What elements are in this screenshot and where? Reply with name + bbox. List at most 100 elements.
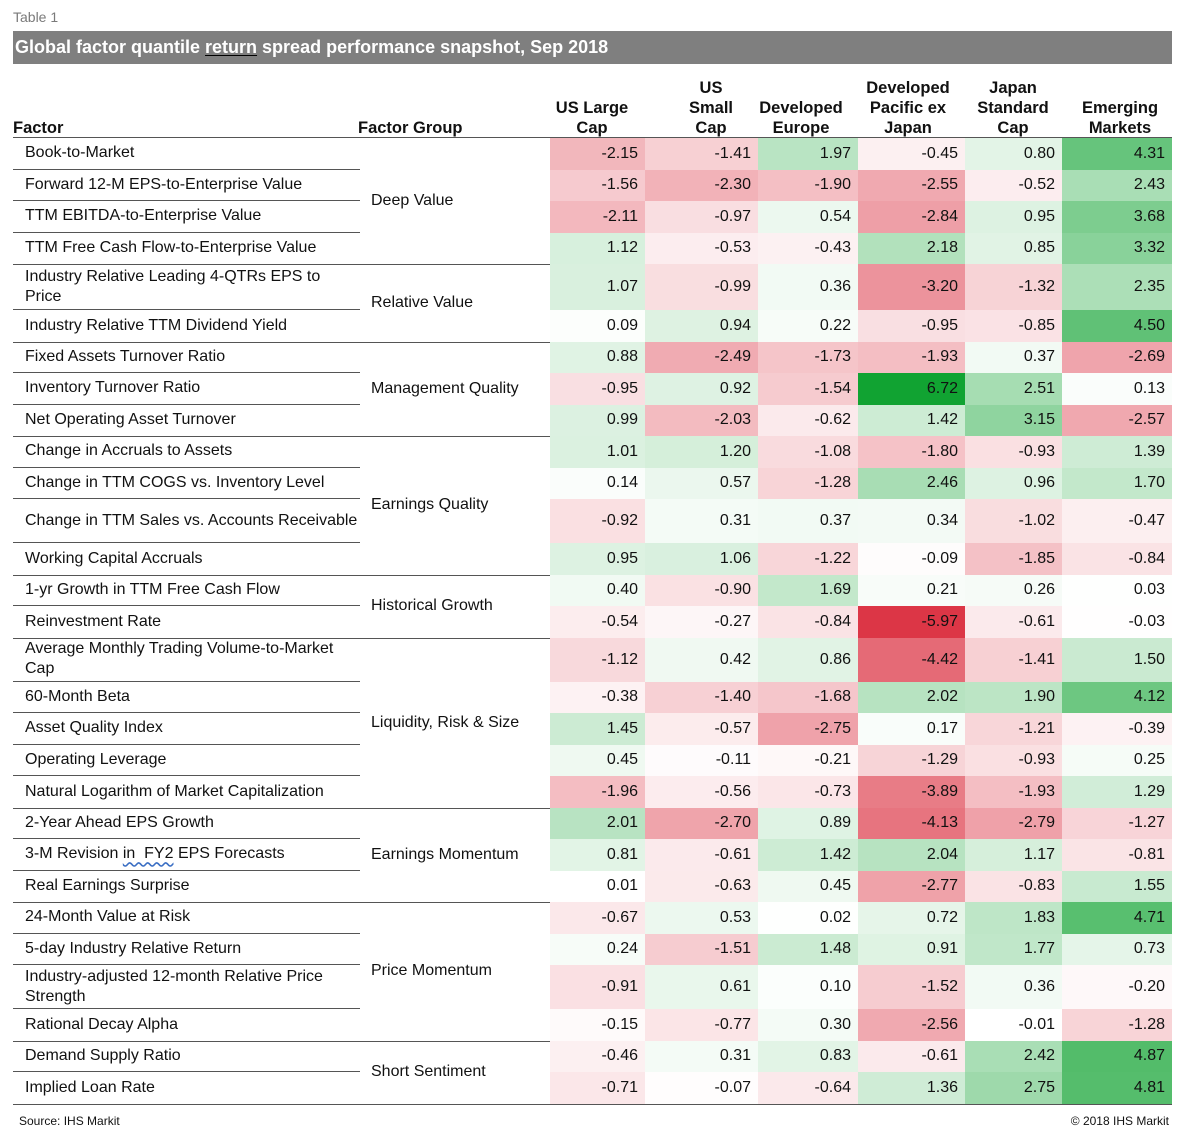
- heatmap-cell: 0.40: [550, 574, 645, 606]
- factor-name: Real Earnings Surprise: [25, 877, 190, 895]
- heatmap-cell: 0.13: [1062, 373, 1172, 405]
- column-header-line: Pacific ex: [869, 99, 947, 117]
- heatmap-cell: -2.55: [858, 169, 965, 201]
- heatmap-cell: 1.42: [758, 839, 858, 871]
- heatmap-cell: -3.20: [858, 264, 965, 310]
- factor-name: Average Monthly Trading Volume-to-Market…: [13, 638, 360, 682]
- heatmap-cell: 0.81: [550, 839, 645, 871]
- heatmap-cell: -2.69: [1062, 341, 1172, 373]
- heatmap-cell: 1.77: [965, 933, 1062, 965]
- heatmap-cell: 0.37: [758, 499, 858, 543]
- column-header-line: Cap: [695, 119, 727, 137]
- heatmap-cell: 1.01: [550, 436, 645, 468]
- heatmap-cell: 0.54: [758, 201, 858, 233]
- heatmap-cell: 4.12: [1062, 681, 1172, 713]
- heatmap-cell: 0.22: [758, 310, 858, 342]
- heatmap-cell: -1.08: [758, 436, 858, 468]
- heatmap-cell: 4.71: [1062, 902, 1172, 934]
- heatmap-cell: -1.56: [550, 169, 645, 201]
- heatmap-cell: 0.88: [550, 341, 645, 373]
- heatmap-cell: -2.30: [645, 169, 758, 201]
- heatmap-cell: 0.31: [645, 499, 758, 543]
- heatmap-cell: 0.73: [1062, 933, 1172, 965]
- factor-name: Natural Logarithm of Market Capitalizati…: [25, 782, 324, 800]
- factor-name: TTM EBITDA-to-Enterprise Value: [13, 201, 360, 233]
- heatmap-cell: -0.92: [550, 499, 645, 543]
- factor-name: Inventory Turnover Ratio: [13, 373, 360, 405]
- heatmap-cell: 2.43: [1062, 169, 1172, 201]
- heatmap-cell: 1.39: [1062, 436, 1172, 468]
- factor-name: TTM Free Cash Flow-to-Enterprise Value: [25, 239, 317, 257]
- factor-group-label: Earnings Quality: [371, 496, 489, 514]
- factor-name: Industry Relative TTM Dividend Yield: [25, 316, 288, 334]
- heatmap-cell: 0.92: [645, 373, 758, 405]
- column-header-line: Emerging: [1081, 99, 1159, 117]
- heatmap-cell: -0.73: [758, 776, 858, 808]
- heatmap-cell: -2.56: [858, 1009, 965, 1041]
- heatmap-cell: 0.85: [965, 232, 1062, 264]
- heatmap-cell: -0.62: [758, 404, 858, 436]
- heatmap-cell: -0.46: [550, 1040, 645, 1072]
- heatmap-cell: -0.61: [645, 839, 758, 871]
- heatmap-cell: -1.02: [965, 499, 1062, 543]
- column-header-line: Cap: [997, 119, 1029, 137]
- column-header-line: Japan: [884, 119, 932, 137]
- heatmap-cell: 1.69: [758, 574, 858, 606]
- heatmap-cell: -2.77: [858, 870, 965, 902]
- heatmap-cell: 0.21: [858, 574, 965, 606]
- heatmap-cell: 0.24: [550, 933, 645, 965]
- heatmap-cell: 0.83: [758, 1040, 858, 1072]
- heatmap-cell: -1.27: [1062, 807, 1172, 839]
- heatmap-cell: -2.79: [965, 807, 1062, 839]
- heatmap-cell: 1.48: [758, 933, 858, 965]
- heatmap-cell: -0.95: [858, 310, 965, 342]
- heatmap-cell: 0.91: [858, 933, 965, 965]
- heatmap-cell: 1.12: [550, 232, 645, 264]
- heatmap-cell: -0.97: [645, 201, 758, 233]
- heatmap-cell: -4.13: [858, 807, 965, 839]
- heatmap-cell: 2.01: [550, 807, 645, 839]
- factor-name: 1-yr Growth in TTM Free Cash Flow: [13, 575, 360, 606]
- heatmap-cell: 0.02: [758, 902, 858, 934]
- heatmap-cell: 0.26: [965, 574, 1062, 606]
- heatmap-cell: -0.43: [758, 232, 858, 264]
- heatmap-cell: -0.84: [758, 606, 858, 638]
- column-header-line: Small: [688, 99, 734, 117]
- heatmap-cell: 0.57: [645, 467, 758, 499]
- heatmap-cell: -2.75: [758, 713, 858, 745]
- heatmap-cell: 2.46: [858, 467, 965, 499]
- factor-name: Change in TTM Sales vs. Accounts Receiva…: [13, 499, 360, 543]
- heatmap-cell: 0.95: [550, 543, 645, 575]
- heatmap-cell: -1.54: [758, 373, 858, 405]
- heatmap-cell: 0.34: [858, 499, 965, 543]
- heatmap-cell: -0.71: [550, 1072, 645, 1104]
- table-bottom-divider: [13, 1104, 1172, 1105]
- heatmap-cell: 0.42: [645, 637, 758, 682]
- heatmap-cell: 2.42: [965, 1040, 1062, 1072]
- heatmap-cell: -1.52: [858, 965, 965, 1009]
- heatmap-cell: 2.02: [858, 681, 965, 713]
- heatmap-cell: 0.10: [758, 965, 858, 1009]
- factor-group-label: Liquidity, Risk & Size: [371, 713, 520, 731]
- heatmap-cell: -0.38: [550, 681, 645, 713]
- heatmap-cell: 2.75: [965, 1072, 1062, 1104]
- heatmap-cell: -0.21: [758, 744, 858, 776]
- factor-name: Change in Accruals to Assets: [13, 436, 360, 468]
- factor-name: Industry-adjusted 12-month Relative Pric…: [13, 965, 360, 1009]
- heatmap-cell: -0.63: [645, 870, 758, 902]
- heatmap-cell: -0.27: [645, 606, 758, 638]
- heatmap-cell: 0.95: [965, 201, 1062, 233]
- heatmap-cell: 0.17: [858, 713, 965, 745]
- column-header-line: Markets: [1088, 119, 1152, 137]
- factor-name: Demand Supply Ratio: [13, 1041, 360, 1072]
- heatmap-cell: 0.61: [645, 965, 758, 1009]
- factor-name: 24-Month Value at Risk: [13, 902, 360, 934]
- heatmap-cell: -0.84: [1062, 543, 1172, 575]
- heatmap-cell: -0.45: [858, 138, 965, 170]
- heatmap-cell: -1.93: [858, 341, 965, 373]
- heatmap-cell: -1.90: [758, 169, 858, 201]
- factor-group-label: Management Quality: [371, 379, 519, 397]
- column-header-line: Japan: [989, 79, 1037, 97]
- column-header-line: Cap: [576, 119, 608, 137]
